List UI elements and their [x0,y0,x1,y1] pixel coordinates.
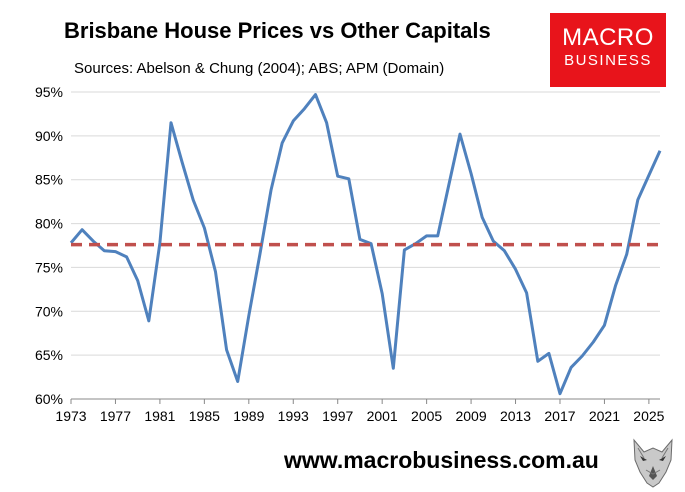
x-tick-label: 2009 [455,408,486,424]
y-tick-label: 75% [35,259,63,275]
logo-line2: BUSINESS [564,52,652,69]
series-line-brisbane [69,93,662,396]
x-tick-label: 2005 [411,408,442,424]
x-tick-label: 1997 [322,408,353,424]
x-tick-label: 1993 [278,408,309,424]
wolf-logo-icon [628,436,678,488]
x-tick-label: 1977 [100,408,131,424]
x-tick-label: 1989 [233,408,264,424]
y-tick-label: 90% [35,128,63,144]
x-tick-label: 2013 [500,408,531,424]
y-tick-label: 70% [35,303,63,319]
x-tick-label: 1985 [189,408,220,424]
macrobusiness-logo: MACRO BUSINESS [550,13,666,87]
chart-title: Brisbane House Prices vs Other Capitals [64,18,491,43]
logo-line1: MACRO [562,24,654,51]
y-tick-label: 60% [35,391,63,407]
website-url: www.macrobusiness.com.au [284,447,599,473]
y-tick-label: 85% [35,172,63,188]
chart-subtitle: Sources: Abelson & Chung (2004); ABS; AP… [74,60,445,77]
x-tick-label: 2021 [589,408,620,424]
y-tick-label: 65% [35,347,63,363]
x-tick-label: 2025 [633,408,664,424]
x-tick-label: 1973 [55,408,86,424]
x-tick-label: 1981 [144,408,175,424]
x-tick-label: 2001 [367,408,398,424]
y-tick-label: 80% [35,216,63,232]
x-tick-label: 2017 [544,408,575,424]
y-tick-label: 95% [35,84,63,100]
